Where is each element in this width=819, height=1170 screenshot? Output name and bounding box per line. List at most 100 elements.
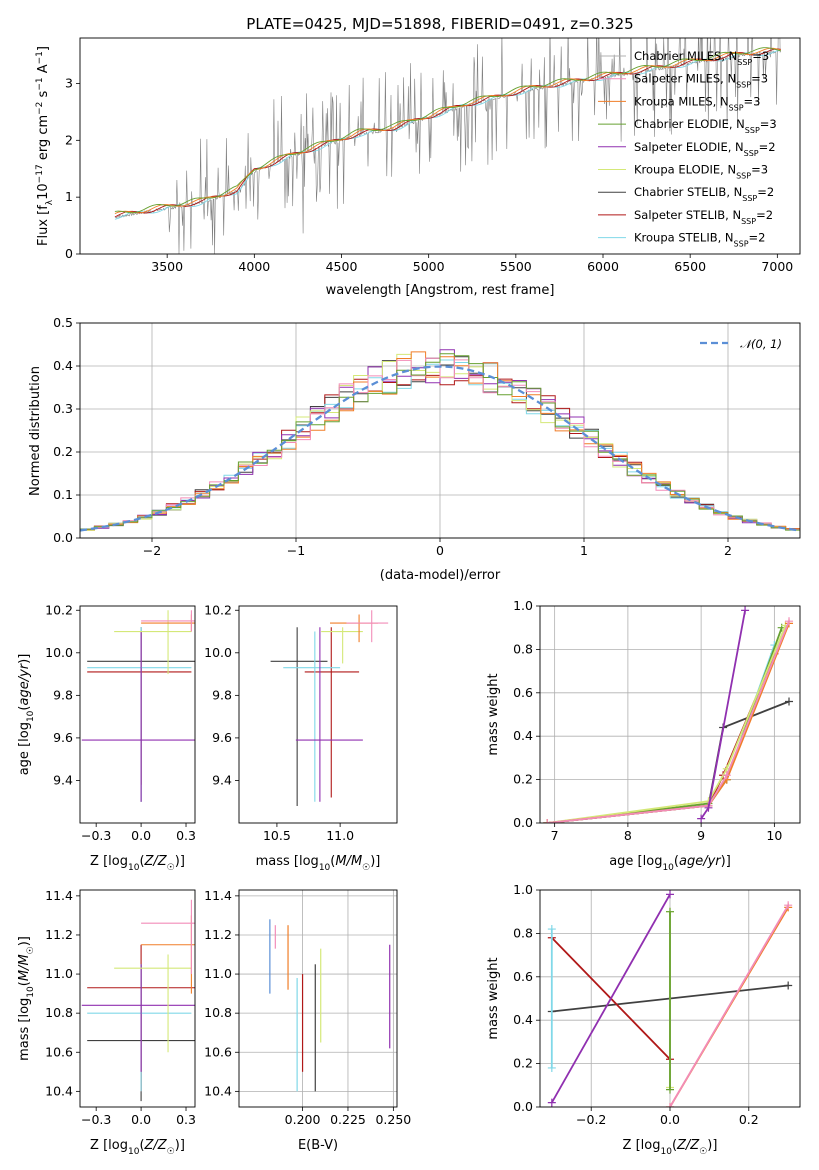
mass-weight-marker (666, 1085, 674, 1094)
panel-age-vs-Z: −0.3 0.0 0.3 9.4 9.6 9.8 10.0 10.2 Z [log10(Z/Z☉… (17, 602, 196, 873)
mass-weight-line (547, 620, 790, 823)
y-tick-label: 9.8 (212, 687, 232, 702)
mass-vs-Z-ylabel: mass [log10(M/M☉)] (17, 936, 36, 1061)
residuals-ylabel: Normed distribution (28, 366, 43, 496)
spectrum-xlabel: wavelength [Angstrom, rest frame] (326, 283, 555, 298)
x-tick-label: 10 (766, 828, 782, 843)
massweight-vs-Z-ylabel: mass weight (486, 957, 501, 1039)
plot-area (270, 610, 389, 806)
x-tick-label: −0.3 (81, 1112, 111, 1127)
x-tick-label: 10.5 (263, 828, 291, 843)
panel-massweight-vs-age: 7 8 9 10 0.0 0.2 0.4 0.6 0.8 1.0 age [log10(age/yr… (486, 598, 801, 873)
y-tick-label: 2 (65, 132, 73, 147)
y-tick-label: 10.6 (45, 1044, 73, 1059)
mass-weight-line (551, 893, 671, 1104)
mass-weight-marker (784, 901, 793, 910)
panel-mass-vs-EBV: 0.200 0.225 0.250 10.4 10.6 10.8 11.0 11.2 11.4 E… (204, 888, 411, 1153)
residuals-legend: 𝒩(0, 1) (700, 337, 782, 351)
legend-label: Salpeter STELIB, NSSP=2 (634, 208, 773, 226)
x-tick-label: 0.3 (176, 1112, 196, 1127)
y-tick-label: 0.4 (513, 728, 533, 743)
plot-area (81, 610, 195, 802)
y-tick-label: 10.6 (204, 1044, 232, 1059)
y-tick-label: 10.0 (204, 645, 232, 660)
y-tick-label: 0.6 (513, 685, 533, 700)
legend-label: Kroupa STELIB, NSSP=2 (634, 231, 765, 249)
x-tick-label: 0.250 (375, 1112, 411, 1127)
y-tick-label: 0.5 (53, 315, 73, 330)
axes-frame (79, 322, 801, 539)
legend-label: Salpeter ELODIE, NSSP=2 (634, 140, 776, 158)
y-tick-label: 0 (65, 246, 73, 261)
y-tick-label: 0.3 (53, 401, 73, 416)
legend-label: Chabrier MILES, NSSP=3 (634, 49, 769, 67)
mass-weight-marker (784, 981, 793, 990)
axes-frame (539, 889, 801, 1108)
x-tick-label: 4500 (326, 259, 358, 274)
mass-weight-marker (722, 771, 731, 780)
y-tick-label: 0.0 (53, 530, 73, 545)
plot-area (543, 606, 794, 823)
x-tick-label: −0.3 (81, 828, 111, 843)
massweight-vs-Z-xlabel: Z [log10(Z/Z☉)] (623, 1138, 718, 1157)
figure-title: PLATE=0425, MJD=51898, FIBERID=0491, z=0… (246, 15, 633, 33)
x-tick-label: 9 (697, 828, 705, 843)
mass-weight-marker (666, 890, 674, 899)
axes-frame (79, 889, 196, 1108)
x-tick-label: 0.3 (176, 828, 196, 843)
mass-weight-line (547, 700, 790, 823)
panel-mass-vs-Z: −0.3 0.0 0.3 10.4 10.6 10.8 11.0 11.2 11.4 Z [log… (17, 888, 196, 1157)
plot-area (81, 899, 195, 1102)
y-tick-label: 9.6 (212, 730, 232, 745)
axes-frame (539, 605, 801, 824)
y-tick-label: 10.8 (204, 1005, 232, 1020)
age-vs-Z-ylabel: age [log10(age/yr)] (17, 654, 36, 776)
mass-weight-line (669, 904, 789, 1107)
x-tick-label: −1 (287, 543, 305, 558)
legend-label: Chabrier ELODIE, NSSP=3 (634, 117, 777, 135)
plot-area (80, 349, 800, 533)
plots: 3500 4000 4500 5000 5500 6000 6500 7000 0 1 2 3 wave… (17, 37, 801, 1157)
x-tick-label: 1 (580, 543, 588, 558)
plot-area (269, 919, 391, 1092)
mass-weight-marker (547, 925, 556, 934)
plot-area (547, 890, 793, 1107)
y-tick-label: 0.6 (513, 969, 533, 984)
legend-label: Chabrier STELIB, NSSP=2 (634, 185, 774, 203)
y-tick-label: 9.4 (53, 772, 73, 787)
legend-label: Salpeter MILES, NSSP=3 (634, 72, 768, 90)
mass-weight-marker (666, 907, 674, 916)
y-tick-label: 11.4 (45, 888, 73, 903)
spectrum-ylabel: Flux [fλ10−17 erg cm−2 s−1 A−1] (35, 46, 55, 246)
mass-weight-marker (543, 819, 552, 823)
y-tick-label: 9.8 (53, 687, 73, 702)
axes-frame (238, 889, 398, 1108)
age-vs-mass-xlabel: mass [log10(M/M☉)] (256, 854, 381, 873)
x-tick-label: −2 (143, 543, 161, 558)
x-tick-label: 8 (624, 828, 632, 843)
mass-weight-marker (785, 697, 794, 706)
x-tick-label: 6000 (587, 259, 619, 274)
massweight-vs-age-xlabel: age [log10(age/yr)] (609, 854, 731, 873)
panel-age-vs-mass: 10.5 11.0 9.4 9.6 9.8 10.0 10.2 mass [log10(M/M… (204, 602, 398, 873)
mass-weight-marker (666, 1103, 674, 1107)
x-tick-label: 3500 (151, 259, 183, 274)
panel-massweight-vs-Z: −0.2 0.0 0.2 0.0 0.2 0.4 0.6 0.8 1.0 Z [log10(Z/Z… (486, 882, 801, 1157)
x-tick-label: 0.225 (330, 1112, 366, 1127)
massweight-vs-age-ylabel: mass weight (486, 673, 501, 755)
panel-residuals: −2 −1 0 1 2 0.0 0.1 0.2 0.3 0.4 0.5 (data-model)/er… (28, 315, 801, 583)
y-tick-label: 0.4 (513, 1012, 533, 1027)
x-tick-label: 7 (551, 828, 559, 843)
age-vs-Z-xlabel: Z [log10(Z/Z☉)] (90, 854, 185, 873)
x-tick-label: 0.0 (131, 1112, 151, 1127)
y-tick-label: 0.0 (513, 1099, 533, 1114)
legend-label: 𝒩(0, 1) (740, 337, 782, 351)
y-tick-label: 0.0 (513, 815, 533, 830)
mass-weight-marker (704, 803, 713, 812)
x-tick-label: 4000 (238, 259, 270, 274)
x-tick-label: 0.0 (660, 1112, 680, 1127)
y-tick-label: 0.2 (53, 444, 73, 459)
legend-label: Kroupa MILES, NSSP=3 (634, 94, 760, 112)
mass-weight-line (700, 610, 746, 820)
y-tick-label: 9.6 (53, 730, 73, 745)
